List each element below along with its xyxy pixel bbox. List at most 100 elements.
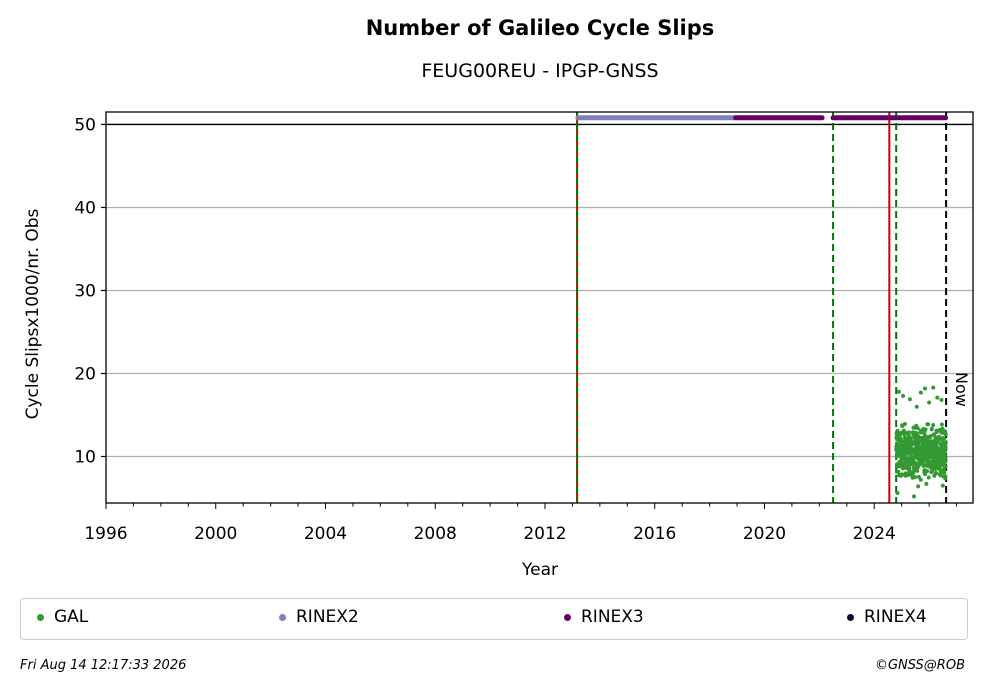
gal-point (927, 400, 932, 405)
gal-point (931, 423, 936, 428)
y-tick-label: 10 (74, 448, 96, 468)
legend-label-rinex4: RINEX4 (864, 607, 927, 627)
gal-point (901, 393, 906, 398)
gal-point (942, 464, 947, 469)
gal-point (895, 428, 900, 433)
gal-point (924, 455, 929, 460)
gal-point (914, 446, 919, 451)
cycle-slips-chart: Now 10 20 30 40 50 1996 2000 2004 2008 2012 2016 20… (23, 111, 974, 580)
gal-point (895, 450, 900, 455)
x-tick-label: 2000 (194, 524, 237, 544)
gal-point (897, 445, 902, 450)
gal-point (903, 436, 908, 441)
x-tick-label: 2012 (523, 524, 566, 544)
legend-label-rinex3: RINEX3 (581, 607, 644, 627)
plot-frame (105, 111, 974, 504)
gal-point (921, 438, 926, 443)
gal-point (908, 469, 913, 474)
legend-label-gal: GAL (54, 607, 89, 627)
gal-point (932, 473, 937, 478)
gal-point (926, 422, 931, 427)
gal-point (917, 462, 922, 467)
gal-point (943, 432, 948, 437)
gal-point (916, 474, 921, 479)
legend-marker-gal (37, 613, 44, 621)
gal-point (941, 436, 946, 441)
x-axis-label: Year (521, 560, 558, 580)
gal-point (912, 425, 917, 430)
gal-point (902, 433, 907, 438)
gal-point (913, 438, 918, 443)
gal-point (912, 434, 917, 439)
gal-point (894, 435, 899, 440)
gal-point (927, 464, 932, 469)
gal-point (926, 444, 931, 449)
gal-point (895, 462, 900, 467)
gal-point (906, 472, 911, 477)
gal-point (935, 395, 940, 400)
gal-point (895, 491, 900, 496)
gal-point (898, 473, 903, 478)
gal-point (912, 466, 917, 471)
gal-point (934, 456, 939, 461)
gal-point (933, 447, 938, 452)
gal-point (931, 385, 936, 390)
gal-point (940, 430, 945, 435)
gal-point (938, 463, 943, 468)
gal-point (914, 462, 919, 467)
gal-point (900, 457, 905, 462)
gal-point (933, 435, 938, 440)
gal-point (925, 440, 930, 445)
gal-point (909, 438, 914, 443)
gal-point (916, 438, 921, 443)
gal-point (906, 464, 911, 469)
gal-point (916, 457, 921, 462)
gal-point (896, 389, 901, 394)
gal-point (907, 397, 912, 402)
gal-point (937, 472, 942, 477)
gal-point (932, 442, 937, 447)
gal-point (895, 453, 900, 458)
gal-point (921, 426, 926, 431)
gal-point (912, 494, 917, 499)
gal-point (939, 398, 944, 403)
gal-point (929, 470, 934, 475)
gal-point (902, 449, 907, 454)
gal-point (910, 430, 915, 435)
y-axis-label: Cycle Slipsx1000/nr. Obs (23, 208, 43, 419)
legend: GAL RINEX2 RINEX3 RINEX4 (20, 598, 968, 640)
gal-point (903, 461, 908, 466)
gal-point (900, 466, 905, 471)
legend-marker-rinex2 (279, 613, 286, 621)
x-tick-label: 1996 (84, 524, 127, 544)
gal-point (931, 439, 936, 444)
legend-item-rinex3: RINEX3 (564, 607, 644, 627)
now-label: Now (952, 372, 971, 407)
gal-point (925, 437, 930, 442)
legend-marker-rinex3 (564, 613, 571, 621)
gal-point (899, 441, 904, 446)
gal-point (898, 463, 903, 468)
gal-point (922, 386, 927, 391)
gal-point (915, 451, 920, 456)
gal-point (934, 430, 939, 435)
gal-point (918, 446, 923, 451)
gal-point (903, 439, 908, 444)
gal-point (935, 463, 940, 468)
gal-point (941, 474, 946, 479)
x-tick-label: 2004 (304, 524, 347, 544)
gal-point (940, 483, 945, 488)
gal-point (918, 428, 923, 433)
gal-point (906, 430, 911, 435)
gal-point (914, 404, 919, 409)
gal-point (929, 427, 934, 432)
gal-point (941, 461, 946, 466)
gal-point (910, 447, 915, 452)
gal-point (902, 422, 907, 427)
y-tick-label: 20 (74, 364, 96, 384)
x-tick-label: 2008 (414, 524, 457, 544)
gal-point (941, 450, 946, 455)
gal-point (922, 470, 927, 475)
y-tick-label: 50 (74, 115, 96, 135)
gal-point (918, 477, 923, 482)
